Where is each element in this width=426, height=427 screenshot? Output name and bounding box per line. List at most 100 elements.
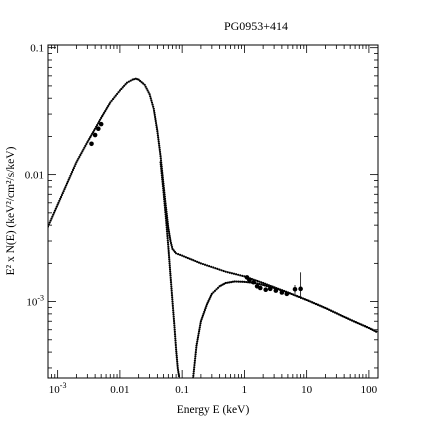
- curve-0-dot: [69, 174, 72, 177]
- curve-0-dot: [157, 140, 160, 143]
- curve-0-dot: [237, 273, 240, 276]
- curve-1-dot: [165, 224, 168, 227]
- curve-0-dot: [197, 261, 201, 264]
- curve-0-dot: [192, 259, 195, 262]
- curve-2-dot: [193, 359, 197, 362]
- curve-2-dot: [316, 303, 319, 306]
- curve-0-dot: [154, 117, 157, 121]
- curve-1-dot: [166, 234, 169, 238]
- curve-0-dot: [65, 182, 69, 185]
- curve-1-dot: [167, 249, 170, 253]
- curve-0-dot: [98, 120, 101, 123]
- curve-1-dot: [168, 258, 171, 261]
- curve-0-dot: [158, 146, 161, 149]
- curve-2-dot: [192, 374, 195, 377]
- curve-1-dot: [175, 350, 178, 353]
- curve-0-dot: [157, 136, 160, 139]
- curve-0-dot: [50, 217, 53, 220]
- curve-1-dot: [167, 251, 170, 255]
- curve-1-dot: [175, 352, 178, 355]
- chart-title: PG0953+414: [224, 19, 288, 33]
- curve-1-dot: [172, 317, 175, 320]
- curve-1-dot: [171, 298, 174, 301]
- curve-1-dot: [176, 360, 179, 363]
- curve-2-dot: [307, 299, 310, 302]
- curve-2-dot: [322, 306, 325, 309]
- curve-0-dot: [83, 146, 86, 149]
- curve-1-dot: [163, 198, 166, 201]
- curve-0-dot: [109, 101, 112, 104]
- curve-2-dot: [196, 336, 200, 339]
- curve-0-dot: [129, 79, 132, 82]
- curve-2-dot: [194, 357, 197, 360]
- y-tick-label: 10-3: [26, 294, 44, 309]
- curve-0-dot: [107, 104, 110, 108]
- curve-0-dot: [222, 269, 225, 273]
- curve-1-dot: [164, 208, 167, 212]
- curve-2-dot: [278, 288, 282, 291]
- curve-0-dot: [60, 193, 64, 197]
- curve-0-dot: [55, 205, 58, 208]
- curve-1-dot: [169, 281, 173, 284]
- curve-2-dot: [230, 280, 233, 284]
- curve-1-dot: [174, 346, 178, 349]
- curve-1-dot: [164, 215, 167, 218]
- curve-2-dot: [350, 319, 354, 322]
- curve-1-dot: [167, 243, 170, 246]
- data-point: [247, 277, 252, 283]
- curve-0-dot: [53, 209, 57, 212]
- curve-1-dot: [169, 278, 172, 282]
- curve-1-dot: [165, 221, 168, 225]
- curve-0-dot: [177, 252, 180, 256]
- curve-2-dot: [194, 355, 197, 358]
- curve-1-dot: [168, 256, 171, 259]
- curve-2-dot: [213, 289, 217, 292]
- curve-0-dot: [118, 89, 121, 92]
- curve-0-dot: [218, 268, 221, 271]
- curve-0-dot: [159, 157, 162, 160]
- curve-0-dot: [96, 124, 99, 127]
- curve-1-dot: [174, 343, 177, 347]
- curve-0-dot: [74, 163, 77, 166]
- curve-2-dot: [199, 320, 202, 323]
- curve-2-dot: [258, 282, 261, 286]
- data-point: [257, 285, 263, 291]
- curve-0-dot: [125, 81, 129, 84]
- curve-0-dot: [58, 199, 61, 202]
- curve-0-dot: [94, 127, 97, 130]
- curve-2-dot: [243, 280, 246, 283]
- curve-0-dot: [75, 161, 78, 164]
- x-tick-label: 100: [361, 384, 378, 396]
- y-tick-label: 0.01: [25, 170, 44, 182]
- curve-0-dot: [53, 211, 56, 214]
- curve-0-dot: [137, 78, 140, 81]
- curve-1-dot: [159, 161, 162, 164]
- curve-2-dot: [192, 368, 196, 371]
- curve-1-dot: [173, 326, 176, 329]
- curve-0-dot: [150, 101, 154, 104]
- curve-0-dot: [186, 256, 189, 260]
- curve-0-dot: [88, 137, 91, 140]
- curve-1-dot: [166, 239, 169, 242]
- curve-0-dot: [123, 84, 126, 87]
- curve-0-dot: [147, 91, 150, 94]
- curve-0-dot: [48, 221, 51, 224]
- curve-1-dot: [168, 260, 171, 263]
- curve-2-dot: [356, 321, 359, 325]
- curve-1-dot: [162, 189, 165, 192]
- curve-0-dot: [151, 103, 154, 106]
- curve-0-dot: [184, 256, 187, 259]
- curve-0-dot: [116, 92, 119, 96]
- curve-0-dot: [106, 106, 109, 109]
- curve-2-dot: [362, 324, 365, 327]
- y-axis-ticks: 10-3 0.01 0.1: [25, 43, 44, 309]
- curve-0-dot: [124, 83, 127, 86]
- curve-0-dot: [260, 281, 263, 284]
- curve-0-dot: [97, 122, 100, 125]
- curve-0-dot: [181, 254, 184, 257]
- curve-0-dot: [153, 111, 156, 114]
- curve-2-dot: [195, 344, 198, 347]
- curve-2-dot: [226, 281, 229, 284]
- curve-0-dot: [54, 207, 57, 210]
- curve-1-dot: [177, 370, 180, 374]
